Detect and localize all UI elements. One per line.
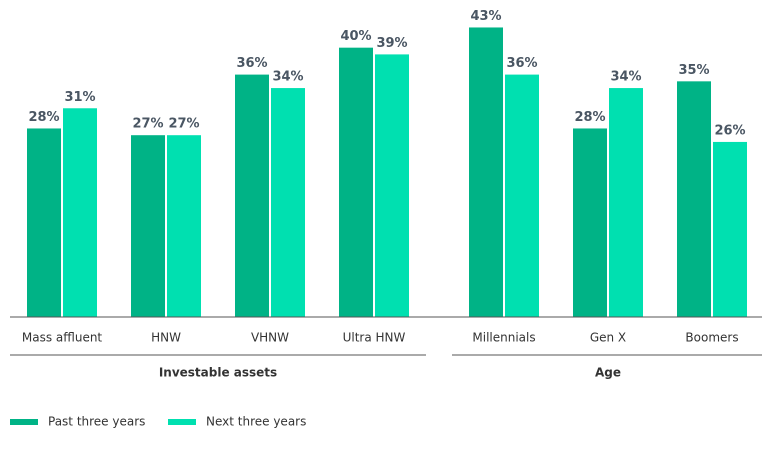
value-label: 35%	[678, 63, 709, 78]
value-label: 40%	[340, 29, 371, 44]
x-tick-label: Ultra HNW	[343, 331, 406, 345]
bar	[505, 74, 539, 317]
x-tick-label: VHNW	[251, 331, 289, 345]
value-label: 27%	[132, 117, 163, 132]
x-tick-label: Millennials	[472, 331, 535, 345]
value-label: 34%	[272, 70, 303, 85]
value-label: 31%	[64, 90, 95, 105]
x-tick-label: Boomers	[685, 331, 738, 345]
bar	[235, 74, 269, 317]
bar	[469, 27, 503, 317]
bar	[573, 128, 607, 317]
x-tick-label: Mass affluent	[22, 331, 103, 345]
bar	[167, 135, 201, 317]
legend-swatch	[10, 419, 38, 425]
x-tick-label: HNW	[151, 331, 181, 345]
bar	[713, 141, 747, 317]
bar	[609, 88, 643, 317]
value-label: 36%	[506, 56, 537, 71]
value-label: 27%	[168, 117, 199, 132]
value-label: 28%	[28, 110, 59, 125]
x-tick-label: Gen X	[590, 331, 626, 345]
value-label: 39%	[376, 36, 407, 51]
bar	[339, 47, 373, 318]
legend-label: Past three years	[48, 415, 145, 429]
bar	[375, 54, 409, 318]
value-label: 26%	[714, 123, 745, 138]
group-label: Investable assets	[159, 366, 277, 380]
value-label: 28%	[574, 110, 605, 125]
bar	[27, 128, 61, 317]
value-label: 43%	[470, 9, 501, 24]
bar	[63, 108, 97, 318]
group-label: Age	[595, 366, 621, 380]
bar	[677, 81, 711, 317]
bar	[131, 135, 165, 317]
legend-swatch	[168, 419, 196, 425]
bar	[271, 88, 305, 317]
value-label: 34%	[610, 70, 641, 85]
legend-label: Next three years	[206, 415, 306, 429]
value-label: 36%	[236, 56, 267, 71]
